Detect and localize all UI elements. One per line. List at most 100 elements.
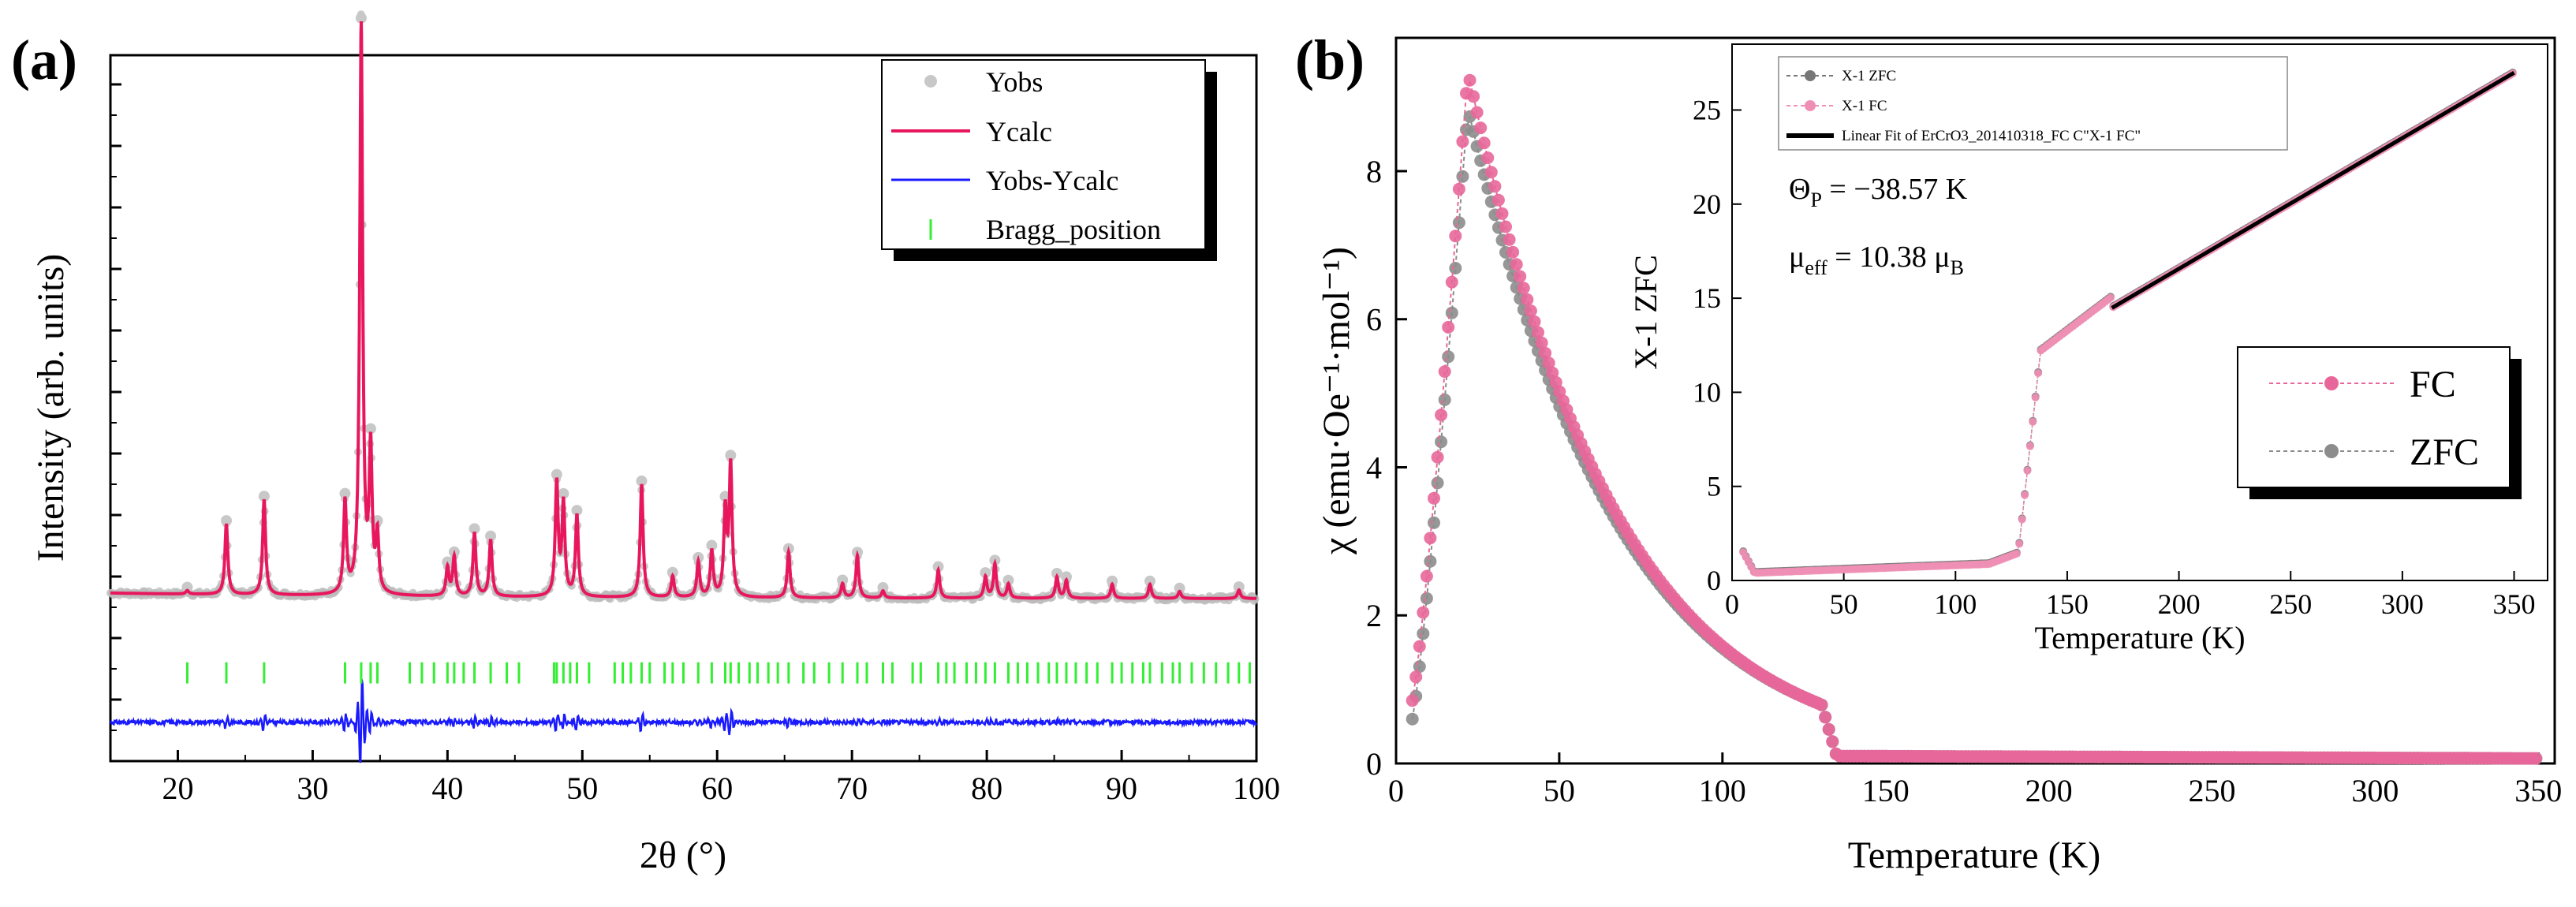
fc-series-point (1506, 245, 1520, 259)
x-tick-label-a: 30 (297, 771, 328, 806)
fc-series-point (1424, 532, 1437, 545)
inset-fc-series-point (2106, 293, 2115, 302)
x-tick-label-b: 200 (2025, 773, 2073, 808)
inset-x-tick-label: 150 (2046, 588, 2089, 620)
legend-marker-fc (2324, 376, 2339, 390)
fc-series-point (1456, 135, 1469, 148)
legend-b: FC ZFC (2237, 346, 2522, 499)
x-tick-label-a: 70 (836, 771, 868, 806)
panel-a-label: (a) (11, 28, 77, 91)
yobs-point (221, 515, 233, 527)
fc-series-point (1491, 193, 1505, 207)
y-tick-label-b: 6 (1366, 302, 1382, 338)
fc-series-point (1452, 182, 1465, 196)
inset-fc-series-point (2029, 417, 2037, 426)
inset-x-tick-label: 300 (2381, 588, 2424, 620)
fc-series-point (1535, 336, 1548, 349)
x-tick-label-a: 40 (431, 771, 463, 806)
legend-marker-yobs (924, 75, 937, 88)
fc-series-point (1517, 282, 1530, 295)
inset-y-axis-ticks: 0 5 10 15 20 25 (1693, 95, 1742, 596)
inset-fc-series-point (2034, 369, 2043, 378)
inset-plot-area (1739, 69, 2517, 577)
yobs-point (181, 581, 193, 593)
bragg-series (185, 662, 1251, 684)
x-axis-ticks-b: 0 50 100 150 200 250 300 350 (1388, 752, 2562, 808)
mu-subscript: eff (1805, 256, 1827, 279)
plot-frame-b (1394, 36, 2556, 765)
inset-fc-series-point (2015, 539, 2024, 548)
inset-legend-label-zfc: X-1 ZFC (1842, 68, 1896, 84)
yobs-point (571, 505, 583, 517)
fc-series-point (1406, 694, 1419, 707)
inset-y-tick-label: 25 (1693, 95, 1721, 126)
inset-legend: X-1 ZFC X-1 FC Linear Fit of ErCrO3_2014… (1778, 56, 2288, 151)
yobs-point (666, 566, 678, 578)
inset-legend-label-fc: X-1 FC (1842, 98, 1887, 114)
fc-series-point (1510, 258, 1523, 271)
zfc-series-point (1438, 393, 1451, 406)
y-tick-label-b: 2 (1366, 598, 1382, 633)
zfc-series-point (1420, 592, 1433, 605)
yobs-point (258, 491, 270, 502)
fc-series-point (1449, 230, 1462, 243)
fc-series-point (1428, 491, 1440, 505)
mu-symbol: μ (1789, 241, 1805, 274)
inset-fc-series-point (2025, 442, 2034, 450)
fc-series-point (1822, 722, 1835, 736)
legend-a-box (881, 59, 1206, 250)
x-tick-label-a: 80 (971, 771, 1002, 806)
yobs-point (706, 539, 718, 551)
zfc-series-point (1428, 516, 1440, 529)
inset-x-tick-label: 200 (2158, 588, 2201, 620)
x-axis-title-b: Temperature (K) (1848, 834, 2100, 876)
inset-x-tick-label: 0 (1725, 588, 1739, 620)
x-axis-ticks-a: 20 30 40 50 60 70 80 90 100 (110, 750, 1280, 806)
yobs-point (1002, 574, 1014, 586)
fc-series-point (1481, 151, 1495, 165)
yobs-point (551, 468, 562, 480)
yobs-point (877, 582, 889, 594)
inset-frame (1731, 43, 2548, 581)
fc-series-point (1413, 640, 1426, 653)
legend-a: Yobs Ycalc Yobs-Ycalc Bragg_position (881, 59, 1217, 261)
inset-y-tick-label: 0 (1707, 565, 1721, 596)
y-tick-label-b: 0 (1366, 746, 1382, 782)
legend-label-yobs: Yobs (986, 66, 1043, 98)
yobs-point (364, 423, 376, 435)
y-axis-title-a: Intensity (arb. units) (30, 254, 72, 562)
fc-series-point (1495, 207, 1509, 220)
legend-label-fc: FC (2410, 364, 2456, 405)
diff-line (110, 679, 1258, 763)
fc-series-point (1442, 320, 1455, 334)
legend-label-diff: Yobs-Ycalc (986, 165, 1118, 196)
fc-series-point (1521, 293, 1534, 306)
zfc-series-point (1445, 306, 1458, 319)
yobs-point (1174, 582, 1185, 594)
yobs-point (1107, 575, 1118, 587)
y-axis-ticks-b: 0 2 4 6 8 (1366, 154, 1407, 782)
zfc-series-point (1406, 712, 1419, 726)
inset-fc-series-point (2031, 394, 2040, 401)
fc-series-point (1524, 304, 1537, 318)
inset-x-tick-label: 100 (1934, 588, 1977, 620)
yobs-point (558, 487, 569, 499)
inset-x-tick-label: 50 (1830, 588, 1858, 620)
y-axis-ticks-a (110, 83, 121, 763)
plot-frame-a (109, 54, 1258, 763)
panel-a: (a) 20 30 40 50 60 70 80 90 100 2θ (°) Intensity… (11, 10, 1280, 876)
inset-legend-label-fit: Linear Fit of ErCrO3_201410318_FC C"X-1 … (1842, 128, 2141, 144)
inset-legend-box (1778, 56, 2288, 151)
legend-b-box (2237, 346, 2511, 488)
x-tick-label-a: 100 (1233, 771, 1280, 806)
ycalc-line (110, 21, 1256, 600)
inset-fc-series-point (2018, 515, 2026, 524)
fc-series-point (1474, 121, 1488, 135)
zfc-series-point (1424, 554, 1437, 568)
y-tick-label-b: 4 (1366, 450, 1382, 485)
fc-series-point (1542, 356, 1555, 370)
y-tick-label-b: 8 (1366, 154, 1382, 189)
fc-series-point (1539, 346, 1552, 360)
